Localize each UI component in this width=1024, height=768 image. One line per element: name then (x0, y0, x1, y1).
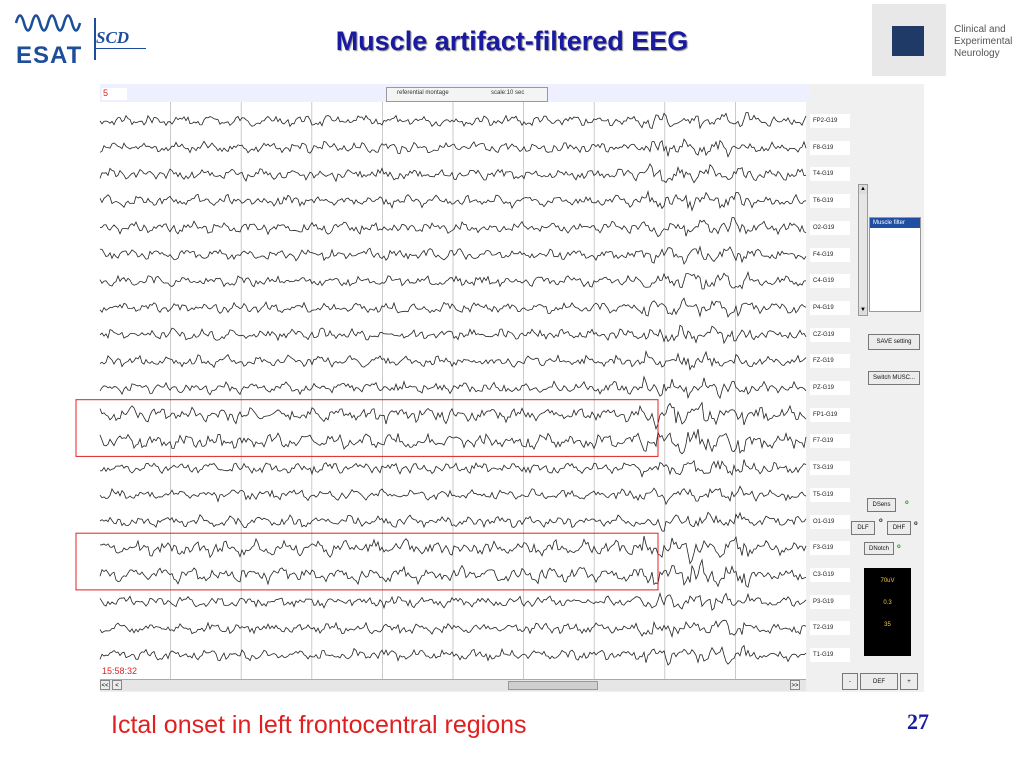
low-filter-readout: 0.3 (883, 600, 892, 606)
channel-label: T5-G19 (810, 487, 850, 502)
scroll-end-button[interactable]: >> (790, 680, 800, 690)
filter-list-item-muscle[interactable]: Muscle filter (870, 218, 920, 228)
eeg-trace (99, 459, 807, 478)
scale-label: scale:10 sec (491, 90, 525, 96)
filter-list-scrollbar[interactable]: ▲ ▼ (858, 184, 868, 316)
dhf-button[interactable]: DHF (887, 521, 911, 535)
channel-label: F8-G19 (810, 140, 850, 155)
channel-label: P4-G19 (810, 300, 850, 315)
switch-musc-button[interactable]: Switch MUSC... (868, 371, 920, 385)
eeg-trace (99, 138, 807, 158)
channel-label: T6-G19 (810, 194, 850, 209)
plus-button[interactable]: + (900, 673, 918, 690)
dsens-button[interactable]: DSens (867, 498, 896, 512)
channel-label: P3-G19 (810, 594, 850, 609)
scroll-left-button[interactable]: < (112, 680, 122, 690)
eeg-trace (99, 112, 807, 130)
dhf-indicator: o (914, 521, 918, 527)
eeg-trace (99, 375, 807, 400)
save-setting-button[interactable]: SAVE setting (868, 334, 920, 350)
horizontal-scrollbar[interactable]: << < >> (100, 679, 806, 691)
channel-label: CZ-G19 (810, 327, 850, 342)
onset-highlight-box (75, 532, 659, 591)
channel-label: O1-G19 (810, 514, 850, 529)
dsens-indicator: o (905, 500, 909, 506)
scroll-thumb[interactable] (508, 681, 598, 690)
scroll-up-icon[interactable]: ▲ (859, 185, 867, 194)
channel-label: C3-G19 (810, 567, 850, 582)
eeg-trace (99, 297, 807, 318)
dnotch-button[interactable]: DNotch (864, 542, 894, 555)
channel-label: F4-G19 (810, 247, 850, 262)
eeg-trace-plot[interactable] (75, 102, 807, 679)
channel-label: PZ-G19 (810, 381, 850, 395)
neurology-logo: Clinical and Experimental Neurology (872, 4, 1022, 76)
dlf-button[interactable]: DLF (851, 521, 875, 535)
channel-label: T4-G19 (810, 167, 850, 182)
eeg-viewer: 5 referential montage scale:10 sec 15:58… (75, 84, 924, 692)
eeg-trace (99, 644, 807, 666)
eeg-trace (99, 324, 807, 345)
montage-info: referential montage scale:10 sec (386, 87, 548, 102)
channel-label: F3-G19 (810, 541, 850, 556)
channel-label: F7-G19 (810, 434, 850, 449)
eeg-trace (99, 401, 807, 431)
channel-label: FZ-G19 (810, 354, 850, 369)
eeg-trace (99, 485, 807, 506)
eeg-trace (99, 511, 807, 532)
sensitivity-readout: 70uV (880, 578, 895, 584)
eeg-trace (99, 429, 807, 455)
dlf-indicator: o (879, 518, 883, 524)
minus-button[interactable]: - (842, 673, 858, 690)
brain-icon (872, 4, 946, 76)
high-filter-readout: 35 (884, 622, 891, 628)
esat-logo: ESAT (14, 6, 82, 69)
onset-highlight-box (75, 399, 659, 457)
channel-label: FP2-G19 (810, 114, 850, 128)
eeg-trace (99, 350, 807, 371)
eeg-trace (99, 558, 807, 588)
page-number: 27 (907, 709, 929, 734)
slide-caption: Ictal onset in left frontocentral region… (111, 711, 527, 739)
channel-label: T3-G19 (810, 461, 850, 476)
esat-wave-icon (14, 14, 82, 32)
channel-label: T2-G19 (810, 621, 850, 636)
filter-list[interactable]: Muscle filter (869, 217, 921, 312)
channel-label: T1-G19 (810, 648, 850, 662)
scroll-down-icon[interactable]: ▼ (859, 306, 867, 315)
eeg-trace (99, 217, 807, 238)
eeg-trace (99, 270, 807, 290)
timestamp: 15:58:32 (102, 666, 138, 676)
viewer-toolbar: 5 referential montage scale:10 sec (100, 84, 810, 102)
page-field[interactable]: 5 (102, 88, 127, 100)
eeg-trace (99, 245, 807, 265)
montage-label: referential montage (397, 90, 449, 96)
settings-readout: 70uV 0.3 35 (864, 568, 911, 656)
eeg-trace (99, 591, 807, 611)
channel-label: O2-G19 (810, 220, 850, 235)
scd-logo: SCD (90, 18, 150, 62)
eeg-trace (99, 163, 807, 184)
channel-label: FP1-G19 (810, 407, 850, 422)
eeg-trace (99, 190, 807, 212)
eeg-trace (99, 535, 807, 565)
dnotch-indicator: o (897, 544, 901, 550)
slide-title: Muscle artifact-filtered EEG (335, 26, 689, 56)
channel-label: C4-G19 (810, 274, 850, 289)
scroll-start-button[interactable]: << (100, 680, 110, 690)
eeg-trace (99, 619, 807, 638)
def-button[interactable]: DEF (860, 673, 898, 690)
